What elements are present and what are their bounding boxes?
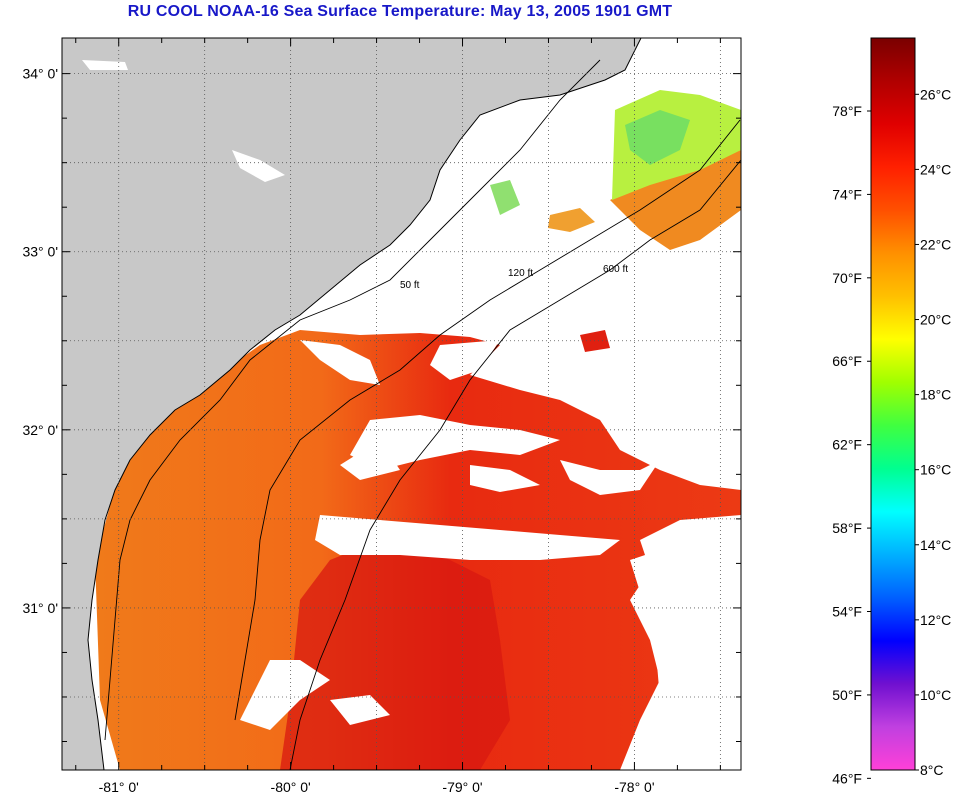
fahrenheit-label: 70°F <box>832 270 862 286</box>
celsius-label: 10°C <box>920 687 951 703</box>
colorbar-fahrenheit-labels: 78°F 74°F 70°F 66°F 62°F 58°F 54°F 50°F 46°F <box>832 103 871 786</box>
lon-tick-label: -80° 0' <box>271 779 311 795</box>
lat-tick-label: 31° 0' <box>22 600 58 616</box>
celsius-label: 24°C <box>920 161 951 177</box>
fahrenheit-label: 66°F <box>832 353 862 369</box>
latitude-labels: 34° 0' 33° 0' 32° 0' 31° 0' <box>22 66 58 616</box>
colorbar-celsius-labels: 26°C 24°C 22°C 20°C 18°C 16°C 14°C 12°C 10°C 8°C <box>915 86 951 778</box>
map-frame <box>61 37 742 771</box>
map-title: RU COOL NOAA-16 Sea Surface Temperature:… <box>127 3 673 20</box>
sst-map: 50 ft 120 ft 600 ft 34° 0' 33° 0' 32° 0' 31… <box>22 37 742 795</box>
contour-label-120ft: 120 ft <box>508 268 533 279</box>
contour-label-50ft: 50 ft <box>400 280 420 291</box>
small-patch-3 <box>490 180 520 215</box>
contour-600ft <box>289 159 741 770</box>
warm-core-region <box>280 540 510 770</box>
inland-patch <box>82 60 128 70</box>
fahrenheit-label: 78°F <box>832 103 862 119</box>
fahrenheit-label: 50°F <box>832 687 862 703</box>
fahrenheit-label: 54°F <box>832 604 862 620</box>
bathymetry-contours <box>104 59 741 770</box>
lon-tick-label: -81° 0' <box>99 779 139 795</box>
map-ticks <box>62 38 741 770</box>
contour-120ft <box>234 119 741 721</box>
lat-tick-label: 32° 0' <box>22 422 58 438</box>
lat-tick-label: 34° 0' <box>22 66 58 82</box>
land-mass <box>62 38 641 770</box>
fahrenheit-label: 58°F <box>832 520 862 536</box>
celsius-label: 14°C <box>920 537 951 553</box>
offshore-green-core <box>625 110 690 165</box>
contour-labels: 50 ft 120 ft 600 ft <box>400 264 628 291</box>
cloud-cover <box>240 340 741 770</box>
fahrenheit-label: 46°F <box>832 770 862 786</box>
lon-tick-label: -79° 0' <box>442 779 482 795</box>
celsius-label: 8°C <box>920 762 944 778</box>
lat-tick-label: 33° 0' <box>22 244 58 260</box>
celsius-label: 12°C <box>920 612 951 628</box>
lon-tick-label: -78° 0' <box>614 779 654 795</box>
contour-label-600ft: 600 ft <box>603 264 628 275</box>
celsius-label: 16°C <box>920 462 951 478</box>
temperature-colorbar: 78°F 74°F 70°F 66°F 62°F 58°F 54°F 50°F 46°F 26°… <box>832 37 951 786</box>
offshore-warm-patch <box>610 150 741 250</box>
celsius-label: 18°C <box>920 387 951 403</box>
celsius-label: 26°C <box>920 86 951 102</box>
fahrenheit-label: 74°F <box>832 186 862 202</box>
fahrenheit-label: 62°F <box>832 437 862 453</box>
longitude-labels: -81° 0' -80° 0' -79° 0' -78° 0' <box>99 779 655 795</box>
coastline <box>87 38 642 770</box>
small-patch-1 <box>548 208 595 232</box>
contour-50ft <box>104 59 601 741</box>
celsius-label: 20°C <box>920 312 951 328</box>
inland-patch-2 <box>232 150 285 182</box>
celsius-label: 22°C <box>920 236 951 252</box>
colorbar-strip <box>870 37 916 771</box>
